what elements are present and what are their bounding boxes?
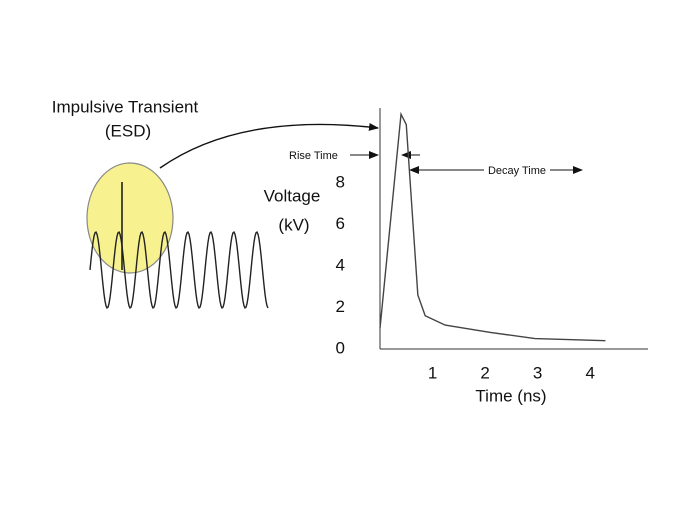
y-tick-label: 0 [336, 338, 345, 357]
annotation: Impulsive Transient [52, 97, 199, 116]
label-bg [484, 162, 550, 178]
annotation: (ESD) [105, 121, 151, 140]
curved-arrow [159, 122, 379, 169]
x-axis-label: Time (ns) [475, 386, 546, 405]
x-tick-label: 1 [428, 363, 437, 382]
y-axis-label: Voltage [264, 186, 321, 205]
annotation: Decay Time [488, 165, 546, 177]
y-tick-label: 4 [336, 255, 345, 274]
y-axis-label: (kV) [278, 215, 309, 234]
y-tick-label: 8 [336, 172, 345, 191]
annotation: Rise Time [289, 150, 338, 162]
y-tick-label: 2 [336, 297, 345, 316]
sine-wave [89, 231, 269, 309]
x-tick-label: 3 [533, 363, 542, 382]
x-tick-label: 4 [585, 363, 594, 382]
y-tick-label: 6 [336, 214, 345, 233]
highlight-ellipse [86, 162, 174, 274]
data-line [379, 111, 606, 342]
x-tick-label: 2 [480, 363, 489, 382]
